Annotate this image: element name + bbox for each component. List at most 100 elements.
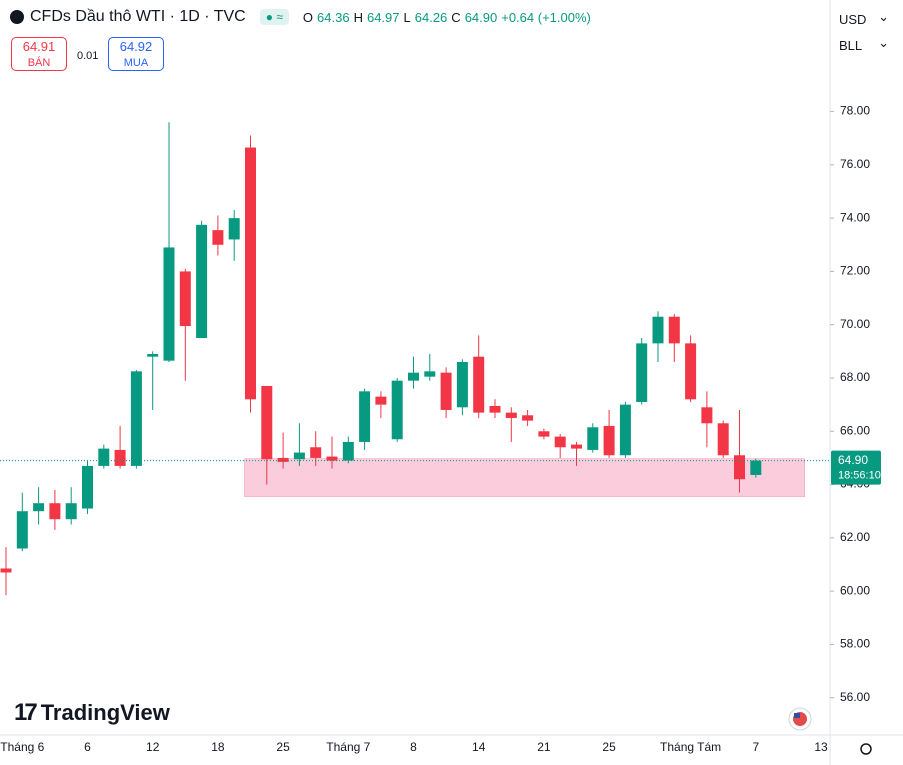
candle-body [196,224,208,339]
last-price-label: 64.90 [838,453,868,467]
candle-body [245,147,256,400]
candle-body [82,465,93,509]
candle-body [359,391,371,442]
spread: 0.01 [77,50,99,62]
ohlc-key: O [302,9,314,25]
y-tick-label: 66.00 [840,423,870,437]
logo-icon: 17 [14,699,38,726]
candle-body [16,511,28,549]
change: +0.64 (+1.00%) [501,9,591,25]
candle-body [212,230,224,245]
flag-icon-canton [794,713,800,718]
candle-body [717,423,729,456]
ohlc-value: 64.90 [464,9,498,25]
candle-body [163,247,175,361]
ask-price: 64.92 [119,39,153,54]
candle-body [408,372,419,381]
candle-body [652,316,664,344]
settings-icon[interactable] [860,743,872,755]
price-zone [244,458,805,497]
y-tick-label: 70.00 [840,317,870,331]
candle-body [587,427,599,450]
candle-body [505,412,517,418]
bid-label: BÁN [27,57,51,69]
currency-select[interactable]: USD [835,5,895,32]
candle-body [668,316,680,344]
x-tick-label: 13 [814,740,828,754]
candle-body [114,449,126,466]
candle-body [750,460,762,475]
bid-price: 64.91 [22,39,56,54]
last-price-tag [831,450,881,485]
candle-body [310,447,322,458]
ohlc-value: 64.36 [317,9,350,25]
x-tick-label: Tháng 7 [326,740,370,754]
buy-button[interactable]: 64.92 MUA [108,37,164,71]
candle-body [522,415,534,421]
candle-body [147,354,159,357]
unit-select[interactable]: BLL [835,31,895,58]
x-tick-label: Tháng 6 [0,740,44,754]
x-tick-label: 25 [276,740,290,754]
y-tick-label: 72.00 [840,264,870,278]
candle-body [473,356,485,413]
watermark-text: TradingView [40,700,170,725]
x-tick-label: 18 [211,740,225,754]
candle-body [391,380,403,440]
candle-body [489,405,501,413]
y-tick-label: 56.00 [840,690,870,704]
ohlc-value: 64.97 [366,9,400,25]
x-tick-label: 25 [602,740,616,754]
candle-body [98,448,110,466]
ohlc-value: 64.26 [414,9,448,25]
y-tick-label: 60.00 [840,583,870,597]
y-tick-label: 74.00 [840,210,870,224]
candle-body [424,371,436,377]
candle-body [342,441,354,461]
y-tick-label: 68.00 [840,370,870,384]
candle-body [538,431,550,437]
y-tick-label: 76.00 [840,157,870,171]
x-tick-label: 8 [410,740,417,754]
candle-body [571,444,582,449]
x-tick-label: 12 [146,740,160,754]
x-tick-label: 7 [752,740,759,754]
candle-body [0,568,12,573]
sell-button[interactable]: 64.91 BÁN [11,37,67,71]
candle-body [277,457,289,462]
candle-body [33,503,45,512]
symbol-icon [10,10,24,24]
header: CFDs Dầu thô WTI · 1D · TVC ● ≈ O 64.36 H… [10,8,591,26]
candle-body [293,452,305,460]
candle-body [456,362,468,408]
candle-body [734,455,745,480]
ohlc: O 64.36 H 64.97 L 64.26 C 64.90 +0.64 (+1.00… [303,10,591,25]
candle-body [179,271,191,327]
candle-body [228,218,240,240]
symbol-title[interactable]: CFDs Dầu thô WTI · 1D · TVC [30,8,246,25]
candle-body [636,343,648,402]
candle-body [65,503,77,520]
candle-body [326,456,338,461]
candle-body [685,343,697,400]
candle-body [603,425,615,456]
y-tick-label: 78.00 [840,104,870,118]
candle-body [619,404,631,456]
ohlc-key: H [353,9,363,25]
y-tick-label: 62.00 [840,530,870,544]
y-tick-label: 58.00 [840,637,870,651]
ohlc-key: C [451,9,461,25]
candle-body [130,371,142,466]
candle-body [375,396,387,405]
countdown: 18:56:10 [838,469,881,481]
status-pill[interactable]: ● ≈ [259,9,289,25]
watermark: 17 TradingView [14,699,170,727]
candle-body [261,385,273,460]
candle-body [554,436,566,448]
x-tick-label: 21 [537,740,551,754]
candle-body [701,407,713,424]
ohlc-key: L [403,9,411,25]
